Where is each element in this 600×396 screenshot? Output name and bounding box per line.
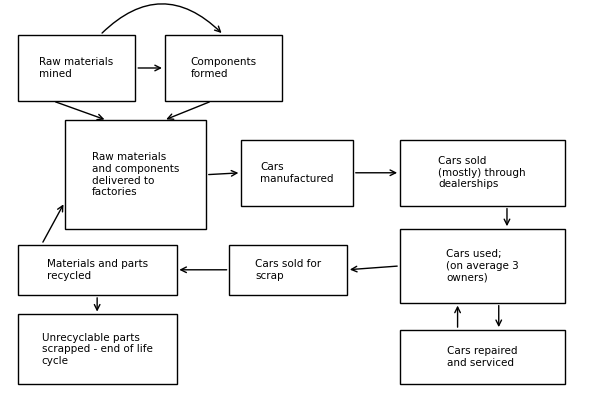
Text: Raw materials
mined: Raw materials mined xyxy=(40,57,113,79)
Text: Materials and parts
recycled: Materials and parts recycled xyxy=(47,259,148,281)
FancyBboxPatch shape xyxy=(165,35,283,101)
Text: Unrecyclable parts
scrapped - end of life
cycle: Unrecyclable parts scrapped - end of lif… xyxy=(42,333,152,366)
FancyBboxPatch shape xyxy=(18,245,176,295)
FancyBboxPatch shape xyxy=(400,140,565,206)
Text: Cars used;
(on average 3
owners): Cars used; (on average 3 owners) xyxy=(446,249,518,282)
FancyBboxPatch shape xyxy=(400,330,565,384)
FancyBboxPatch shape xyxy=(18,314,176,384)
FancyBboxPatch shape xyxy=(65,120,206,229)
Text: Cars sold for
scrap: Cars sold for scrap xyxy=(255,259,322,281)
Text: Cars sold
(mostly) through
dealerships: Cars sold (mostly) through dealerships xyxy=(439,156,526,189)
FancyBboxPatch shape xyxy=(229,245,347,295)
FancyBboxPatch shape xyxy=(241,140,353,206)
Text: Components
formed: Components formed xyxy=(190,57,257,79)
Text: Cars
manufactured: Cars manufactured xyxy=(260,162,334,184)
Text: Raw materials
and components
delivered to
factories: Raw materials and components delivered t… xyxy=(92,152,179,197)
Text: Cars repaired
and serviced: Cars repaired and serviced xyxy=(447,346,518,368)
FancyBboxPatch shape xyxy=(18,35,136,101)
FancyBboxPatch shape xyxy=(400,229,565,303)
